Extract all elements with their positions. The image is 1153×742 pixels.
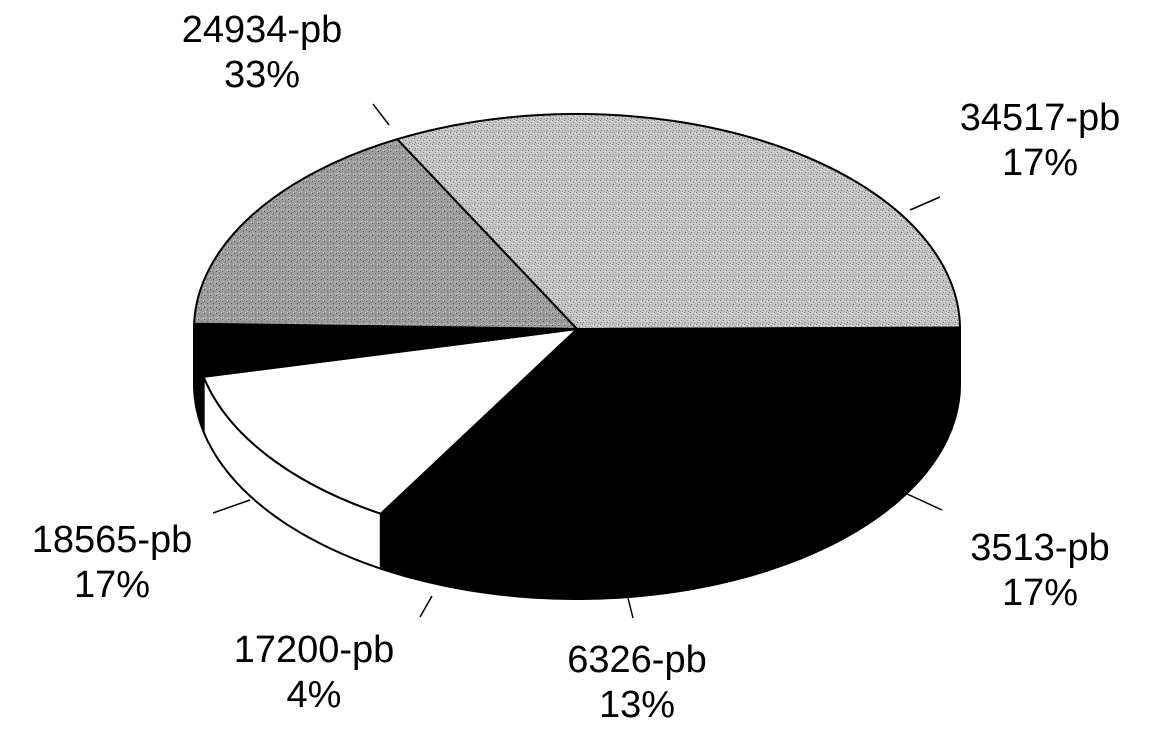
- slice-label-34517-pb: 34517-pb: [960, 97, 1121, 139]
- slice-percent-17200-pb: 4%: [287, 674, 342, 716]
- pie-slice-18565-pb: [193, 138, 580, 331]
- leader-line-6326-pb: [627, 597, 634, 619]
- slice-percent-18565-pb: 17%: [74, 564, 150, 606]
- slice-label-17200-pb: 17200-pb: [234, 629, 395, 671]
- leader-line-17200-pb: [419, 595, 433, 618]
- slice-percent-6326-pb: 13%: [599, 684, 675, 726]
- slice-label-24934-pb: 24934-pb: [182, 9, 343, 51]
- leader-line-18565-pb: [212, 499, 251, 514]
- leader-line-24934-pb: [372, 103, 390, 126]
- leader-line-34517-pb: [909, 196, 941, 211]
- pie-slice-3513-pb: [378, 327, 770, 546]
- slice-percent-3513-pb: 17%: [1002, 572, 1078, 614]
- slice-label-18565-pb: 18565-pb: [32, 519, 193, 561]
- pie-slice-24934-pb: [395, 113, 962, 331]
- slice-label-3513-pb: 3513-pb: [970, 527, 1109, 569]
- leader-line-3513-pb: [904, 492, 943, 511]
- slice-label-6326-pb: 6326-pb: [567, 639, 706, 681]
- slice-percent-34517-pb: 17%: [1002, 142, 1078, 184]
- pie-slice-6326-pb: [202, 327, 580, 515]
- pie-slice-34517-pb: [574, 326, 962, 517]
- slice-percent-24934-pb: 33%: [224, 54, 300, 96]
